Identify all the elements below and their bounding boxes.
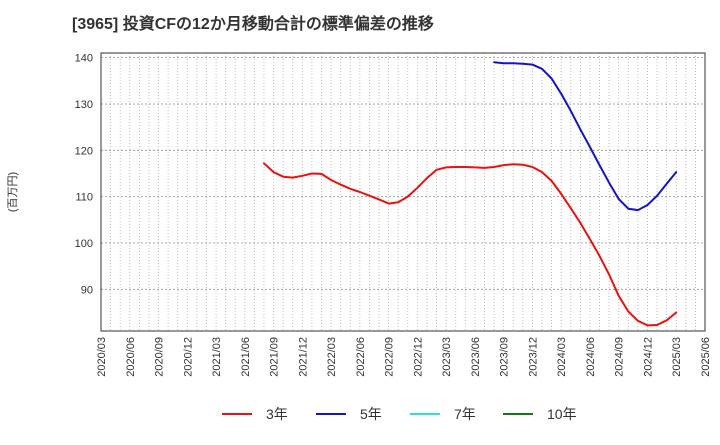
y-tick-label: 120	[75, 145, 93, 157]
x-tick-label: 2025/06	[700, 337, 712, 377]
x-tick-label: 2024/03	[556, 337, 568, 377]
x-tick-label: 2020/12	[182, 337, 194, 377]
x-tick-label: 2022/09	[384, 337, 396, 377]
x-tick-label: 2024/09	[614, 337, 626, 377]
y-tick-label: 110	[75, 192, 93, 204]
x-tick-label: 2020/03	[96, 337, 108, 377]
x-tick-label: 2021/12	[297, 337, 309, 377]
x-tick-label: 2021/06	[240, 337, 252, 377]
y-tick-label: 140	[75, 53, 93, 65]
x-tick-label: 2022/12	[412, 337, 424, 377]
y-tick-label: 100	[75, 238, 93, 250]
x-tick-label: 2021/03	[211, 337, 223, 377]
plot-frame	[100, 52, 706, 332]
x-tick-label: 2020/09	[154, 337, 166, 377]
x-tick-label: 2023/12	[527, 337, 539, 377]
x-tick-label: 2024/06	[585, 337, 597, 377]
x-tick-label: 2021/09	[269, 337, 281, 377]
legend-label-0: 3年	[266, 406, 288, 422]
x-tick-label: 2022/03	[326, 337, 338, 377]
x-tick-label: 2025/03	[671, 337, 683, 377]
x-tick-label: 2023/06	[470, 337, 482, 377]
y-axis-label: (百万円)	[7, 172, 19, 212]
y-tick-label: 90	[81, 284, 93, 296]
legend-label-2: 7年	[454, 406, 476, 422]
y-tick-label: 130	[75, 99, 93, 111]
x-tick-label: 2022/06	[355, 337, 367, 377]
x-tick-label: 2024/12	[642, 337, 654, 377]
series-line-1	[493, 61, 678, 212]
series-line-0	[263, 162, 678, 327]
legend-label-1: 5年	[360, 406, 382, 422]
x-tick-label: 2023/03	[441, 337, 453, 377]
x-tick-label: 2023/09	[499, 337, 511, 377]
chart-title: [3965] 投資CFの12か月移動合計の標準偏差の推移	[72, 16, 434, 33]
plot-area	[101, 53, 705, 331]
x-tick-label: 2020/06	[125, 337, 137, 377]
legend-label-3: 10年	[547, 406, 577, 422]
